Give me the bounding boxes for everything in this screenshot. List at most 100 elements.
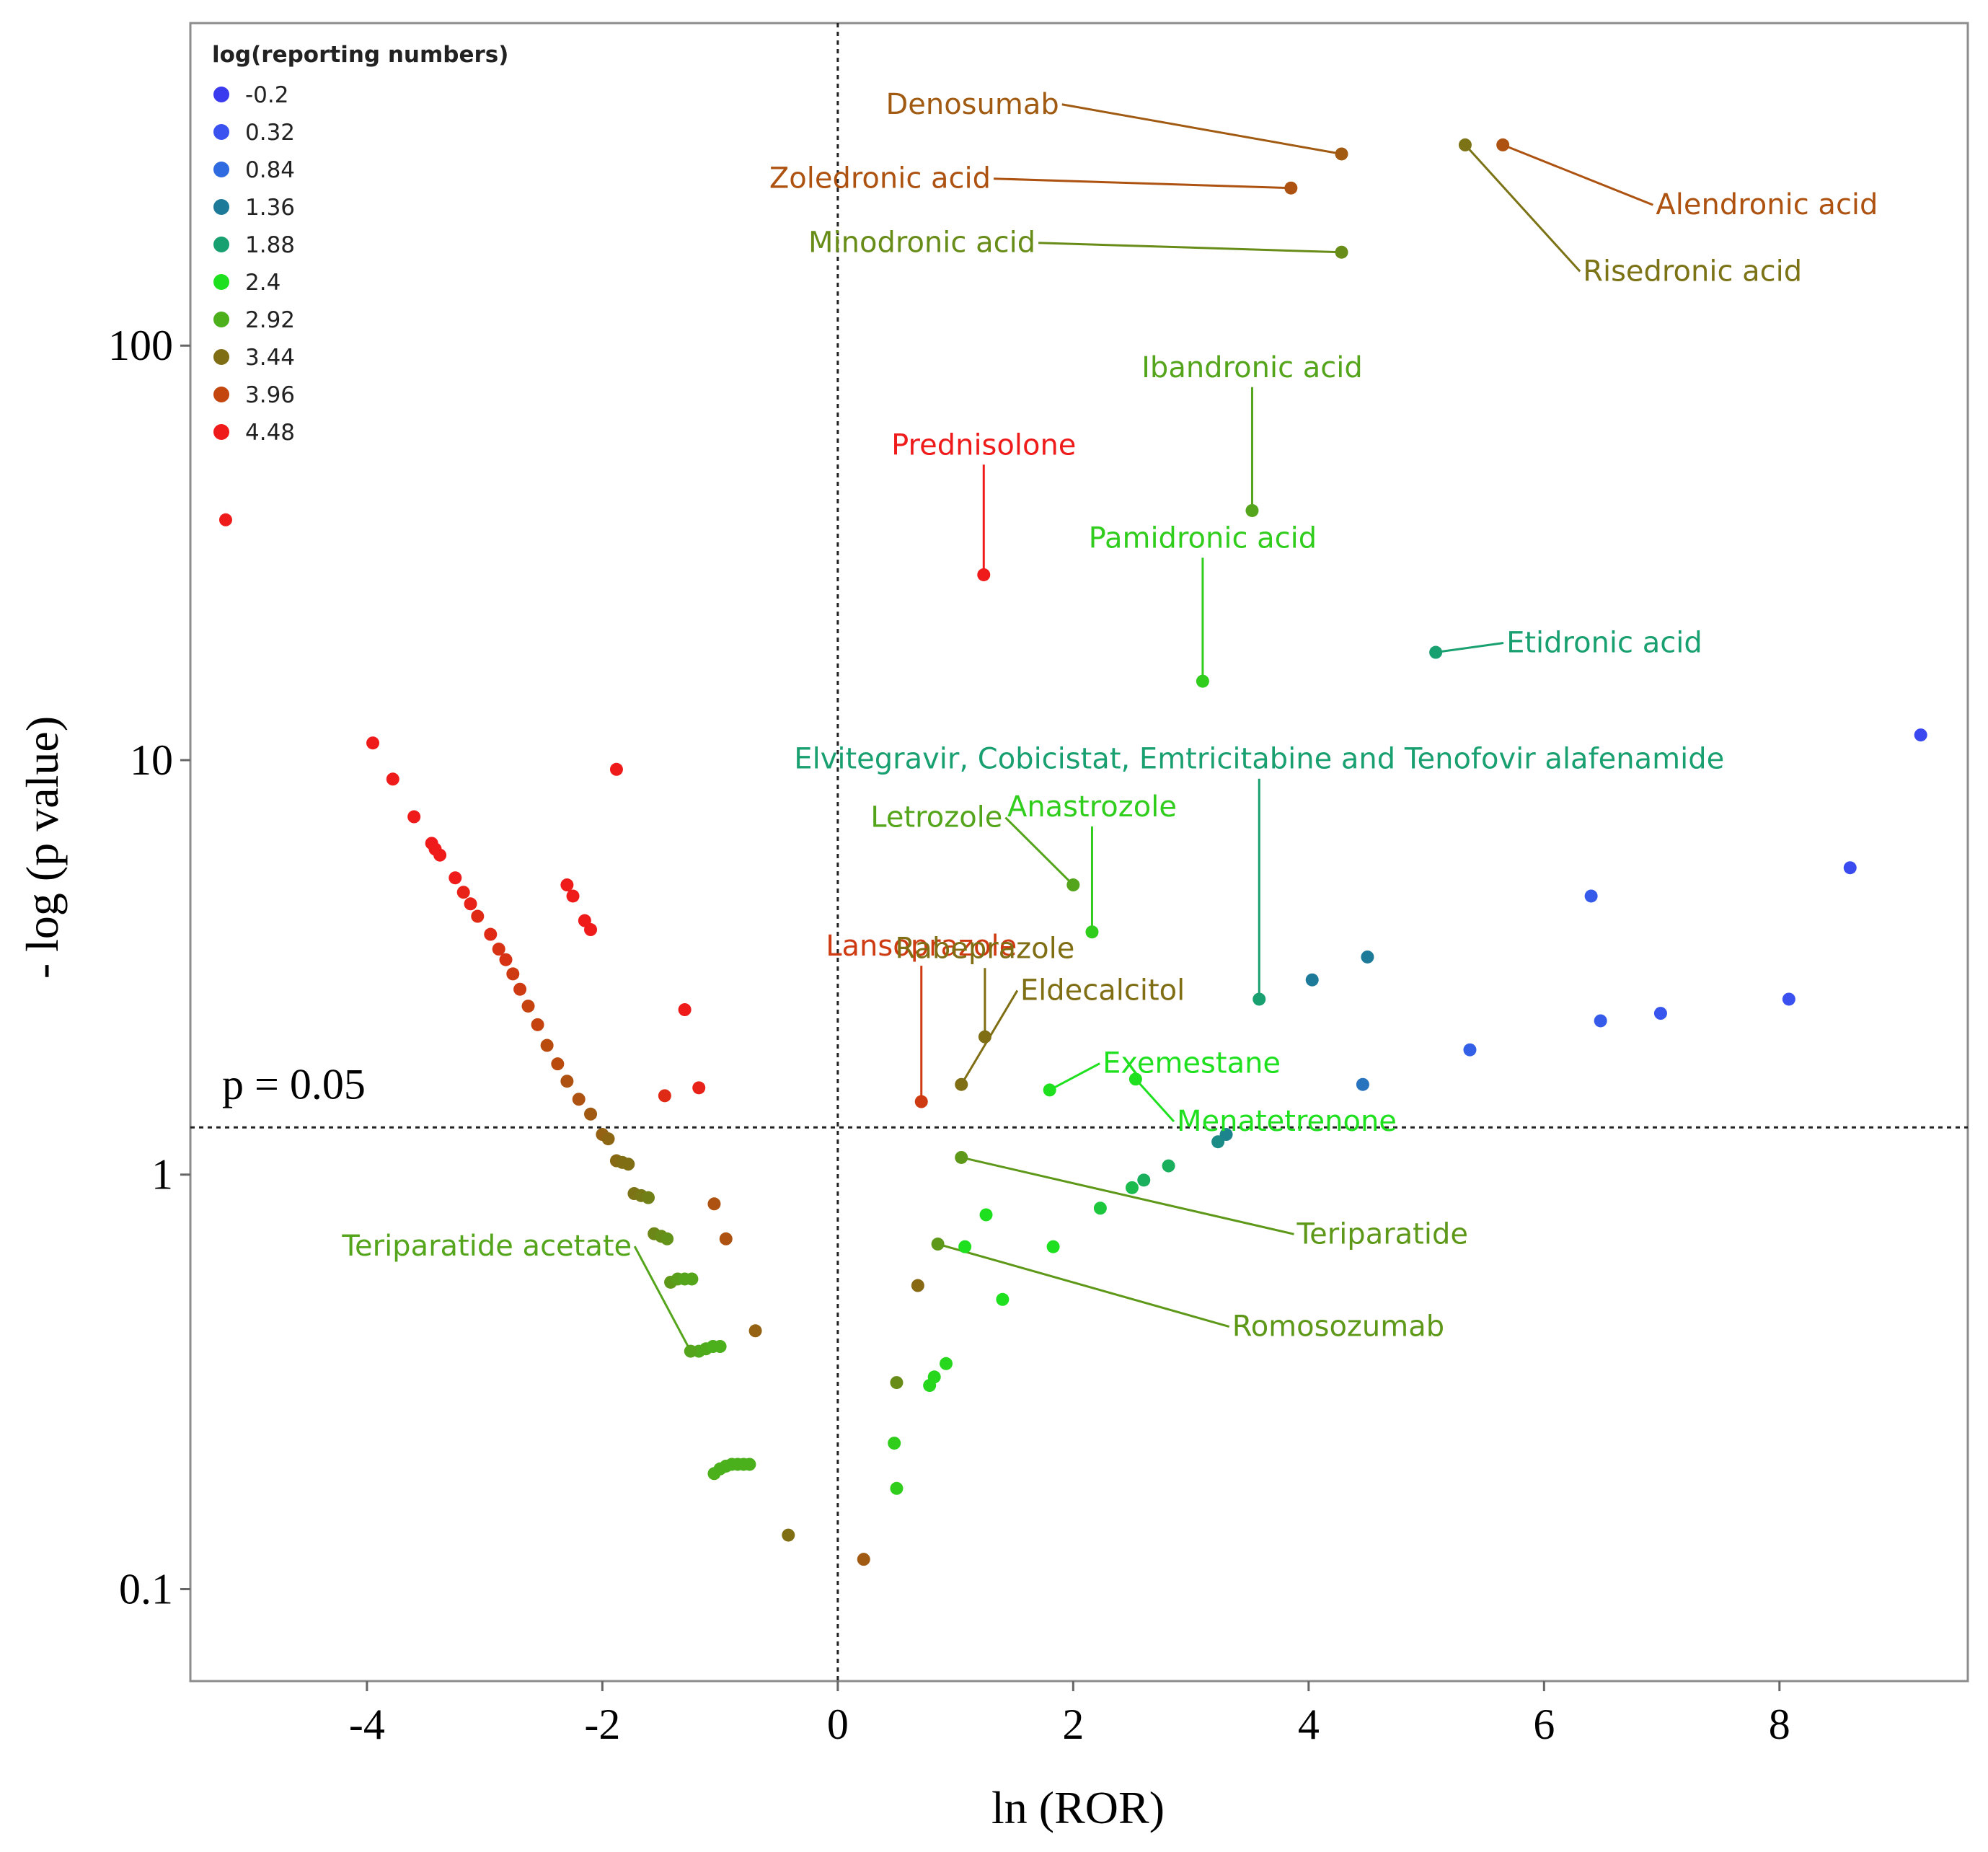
labeled-point	[955, 1077, 968, 1091]
point-annotation: Anastrozole	[1007, 790, 1177, 824]
data-point	[748, 1324, 762, 1338]
data-point	[658, 1089, 671, 1103]
labeled-point	[955, 1150, 968, 1164]
point-annotation: Pamidronic acid	[1089, 521, 1317, 555]
data-point	[513, 982, 527, 996]
data-point	[782, 1528, 795, 1542]
legend-swatch	[213, 237, 229, 252]
data-point	[471, 909, 485, 923]
point-annotation: Romosozumab	[1232, 1310, 1444, 1344]
y-axis: 0.1 1 10 100	[108, 322, 190, 1613]
data-point	[484, 927, 498, 941]
x-axis-label: ln (ROR)	[991, 1782, 1165, 1833]
legend-swatch	[213, 387, 229, 402]
labeled-point	[914, 1095, 928, 1108]
leader-line	[633, 1245, 692, 1352]
labeled-point	[1496, 138, 1510, 151]
labeled-point	[1043, 1083, 1056, 1097]
legend-label: -0.2	[245, 82, 289, 108]
labeled-point	[1429, 645, 1443, 659]
data-point	[685, 1272, 699, 1286]
point-annotation: Ibandronic acid	[1141, 351, 1363, 384]
x-tick-label: 2	[1062, 1701, 1084, 1748]
data-point	[1843, 861, 1857, 875]
point-annotation: Letrozole	[870, 801, 1002, 834]
labeled-point	[1128, 1072, 1142, 1086]
labeled-point	[1458, 138, 1472, 151]
data-point	[499, 953, 513, 966]
plot-frame	[189, 22, 1969, 1683]
threshold-label: p = 0.05	[222, 1060, 366, 1108]
legend-label: 4.48	[245, 420, 295, 446]
data-point	[857, 1553, 870, 1566]
x-tick-label: -2	[584, 1701, 620, 1748]
legend-label: 2.92	[245, 307, 295, 333]
data-point	[1305, 973, 1319, 987]
data-point	[521, 1000, 535, 1013]
legend-label: 3.44	[245, 345, 295, 371]
legend-swatch	[213, 312, 229, 327]
labeled-point	[1335, 147, 1348, 161]
data-point	[492, 943, 505, 956]
data-point	[456, 886, 470, 899]
data-point	[584, 1107, 598, 1121]
data-point	[1162, 1159, 1175, 1173]
point-annotation: Prednisolone	[891, 428, 1076, 462]
leader-line	[1502, 144, 1653, 206]
data-point	[540, 1039, 554, 1052]
leader-line	[1464, 144, 1581, 273]
labeled-point	[1196, 674, 1209, 688]
data-point	[890, 1376, 904, 1390]
labeled-point	[1253, 992, 1266, 1006]
y-tick-label: 10	[130, 736, 173, 784]
data-point	[366, 736, 380, 750]
data-point	[464, 897, 477, 911]
annotation-lines	[633, 103, 1653, 1352]
leader-line	[1435, 642, 1504, 654]
data-point	[958, 1240, 972, 1253]
legend-swatch	[213, 349, 229, 365]
data-point	[1463, 1043, 1477, 1057]
leader-line	[937, 1243, 1230, 1328]
data-point	[218, 513, 232, 526]
data-point	[743, 1458, 756, 1471]
reference-lines	[190, 23, 1968, 1681]
data-points	[218, 138, 1927, 1566]
legend-swatch	[213, 274, 229, 290]
data-point	[707, 1197, 721, 1211]
x-tick-label: 4	[1298, 1701, 1320, 1748]
labeled-point	[1085, 925, 1099, 939]
data-point	[713, 1339, 727, 1353]
point-annotation: Elvitegravir, Cobicistat, Emtricitabine …	[794, 743, 1724, 776]
labeled-point	[1335, 245, 1348, 259]
y-tick-label: 0.1	[119, 1565, 173, 1613]
data-point	[661, 1232, 674, 1245]
data-point	[1356, 1077, 1369, 1091]
data-point	[1361, 950, 1374, 964]
point-annotation: Denosumab	[885, 88, 1059, 121]
x-axis: -4 -2 0 2 4 6 8	[349, 1681, 1790, 1748]
data-point	[927, 1370, 941, 1384]
legend-swatch	[213, 162, 229, 177]
data-point	[1093, 1201, 1107, 1215]
point-annotation: Etidronic acid	[1506, 627, 1702, 660]
leader-line	[1048, 1062, 1100, 1091]
data-point	[1782, 992, 1795, 1006]
labeled-point	[977, 568, 991, 581]
labeled-point	[978, 1030, 991, 1044]
data-point	[678, 1003, 692, 1017]
leader-line	[1038, 242, 1342, 254]
y-tick-label: 100	[108, 322, 173, 369]
data-point	[996, 1292, 1010, 1306]
point-annotation: Minodronic acid	[808, 226, 1035, 260]
annotation-labels: Denosumab Zoledronic acid Minodronic acid R…	[341, 88, 1878, 1344]
labeled-point	[1284, 181, 1298, 195]
legend-label: 1.88	[245, 232, 295, 258]
legend: log(reporting numbers) -0.2 0.32 0.84 1.36 1…	[212, 42, 508, 446]
labeled-point	[931, 1238, 945, 1251]
data-point	[1653, 1007, 1667, 1020]
data-point	[560, 1075, 574, 1088]
legend-title: log(reporting numbers)	[212, 42, 508, 68]
data-point	[1584, 889, 1598, 903]
